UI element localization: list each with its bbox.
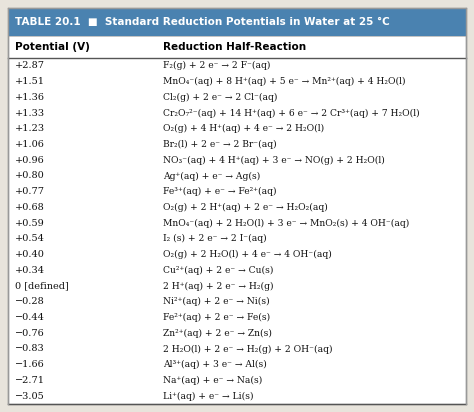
Text: +0.40: +0.40 xyxy=(15,250,45,259)
Text: MnO₄⁻(aq) + 8 H⁺(aq) + 5 e⁻ → Mn²⁺(aq) + 4 H₂O(l): MnO₄⁻(aq) + 8 H⁺(aq) + 5 e⁻ → Mn²⁺(aq) +… xyxy=(163,77,405,86)
Text: +0.68: +0.68 xyxy=(15,203,45,212)
Text: −1.66: −1.66 xyxy=(15,360,45,369)
Text: Fe²⁺(aq) + 2 e⁻ → Fe(s): Fe²⁺(aq) + 2 e⁻ → Fe(s) xyxy=(163,313,270,322)
Text: O₂(g) + 2 H⁺(aq) + 2 e⁻ → H₂O₂(aq): O₂(g) + 2 H⁺(aq) + 2 e⁻ → H₂O₂(aq) xyxy=(163,203,328,212)
Text: +1.33: +1.33 xyxy=(15,108,45,117)
Text: +2.87: +2.87 xyxy=(15,61,45,70)
Text: −0.76: −0.76 xyxy=(15,329,45,338)
Text: Li⁺(aq) + e⁻ → Li(s): Li⁺(aq) + e⁻ → Li(s) xyxy=(163,391,254,401)
Text: Cl₂(g) + 2 e⁻ → 2 Cl⁻(aq): Cl₂(g) + 2 e⁻ → 2 Cl⁻(aq) xyxy=(163,93,277,102)
Text: 2 H₂O(l) + 2 e⁻ → H₂(g) + 2 OH⁻(aq): 2 H₂O(l) + 2 e⁻ → H₂(g) + 2 OH⁻(aq) xyxy=(163,344,332,353)
Bar xyxy=(8,8,466,36)
Text: −0.83: −0.83 xyxy=(15,344,45,353)
Text: Ag⁺(aq) + e⁻ → Ag(s): Ag⁺(aq) + e⁻ → Ag(s) xyxy=(163,171,260,180)
Text: +0.34: +0.34 xyxy=(15,266,45,275)
Text: −2.71: −2.71 xyxy=(15,376,45,385)
Text: Zn²⁺(aq) + 2 e⁻ → Zn(s): Zn²⁺(aq) + 2 e⁻ → Zn(s) xyxy=(163,329,272,338)
Text: O₂(g) + 4 H⁺(aq) + 4 e⁻ → 2 H₂O(l): O₂(g) + 4 H⁺(aq) + 4 e⁻ → 2 H₂O(l) xyxy=(163,124,324,133)
Text: +0.77: +0.77 xyxy=(15,187,45,196)
Text: Reduction Half-Reaction: Reduction Half-Reaction xyxy=(163,42,306,52)
Text: MnO₄⁻(aq) + 2 H₂O(l) + 3 e⁻ → MnO₂(s) + 4 OH⁻(aq): MnO₄⁻(aq) + 2 H₂O(l) + 3 e⁻ → MnO₂(s) + … xyxy=(163,219,409,228)
Text: Br₂(l) + 2 e⁻ → 2 Br⁻(aq): Br₂(l) + 2 e⁻ → 2 Br⁻(aq) xyxy=(163,140,277,149)
Text: 0 [defined]: 0 [defined] xyxy=(15,281,69,290)
Text: +1.23: +1.23 xyxy=(15,124,45,133)
Text: I₂ (s) + 2 e⁻ → 2 I⁻(aq): I₂ (s) + 2 e⁻ → 2 I⁻(aq) xyxy=(163,234,266,243)
Text: Al³⁺(aq) + 3 e⁻ → Al(s): Al³⁺(aq) + 3 e⁻ → Al(s) xyxy=(163,360,267,369)
Text: +1.06: +1.06 xyxy=(15,140,45,149)
Text: Cu²⁺(aq) + 2 e⁻ → Cu(s): Cu²⁺(aq) + 2 e⁻ → Cu(s) xyxy=(163,266,273,275)
Text: Fe³⁺(aq) + e⁻ → Fe²⁺(aq): Fe³⁺(aq) + e⁻ → Fe²⁺(aq) xyxy=(163,187,276,196)
Text: −0.44: −0.44 xyxy=(15,313,45,322)
Text: +0.80: +0.80 xyxy=(15,171,45,180)
Text: Na⁺(aq) + e⁻ → Na(s): Na⁺(aq) + e⁻ → Na(s) xyxy=(163,376,262,385)
Text: F₂(g) + 2 e⁻ → 2 F⁻(aq): F₂(g) + 2 e⁻ → 2 F⁻(aq) xyxy=(163,61,270,70)
Text: 2 H⁺(aq) + 2 e⁻ → H₂(g): 2 H⁺(aq) + 2 e⁻ → H₂(g) xyxy=(163,281,273,290)
Text: +0.96: +0.96 xyxy=(15,156,45,165)
Text: +1.51: +1.51 xyxy=(15,77,45,86)
Text: TABLE 20.1  ■  Standard Reduction Potentials in Water at 25 °C: TABLE 20.1 ■ Standard Reduction Potentia… xyxy=(15,17,390,27)
Text: +0.59: +0.59 xyxy=(15,219,45,228)
Text: −0.28: −0.28 xyxy=(15,297,45,306)
Text: O₂(g) + 2 H₂O(l) + 4 e⁻ → 4 OH⁻(aq): O₂(g) + 2 H₂O(l) + 4 e⁻ → 4 OH⁻(aq) xyxy=(163,250,332,259)
Text: +0.54: +0.54 xyxy=(15,234,45,243)
Text: Potential (V): Potential (V) xyxy=(15,42,90,52)
Text: NO₃⁻(aq) + 4 H⁺(aq) + 3 e⁻ → NO(g) + 2 H₂O(l): NO₃⁻(aq) + 4 H⁺(aq) + 3 e⁻ → NO(g) + 2 H… xyxy=(163,156,385,165)
Text: +1.36: +1.36 xyxy=(15,93,45,102)
Text: Ni²⁺(aq) + 2 e⁻ → Ni(s): Ni²⁺(aq) + 2 e⁻ → Ni(s) xyxy=(163,297,270,307)
Text: −3.05: −3.05 xyxy=(15,392,45,400)
Text: Cr₂O₇²⁻(aq) + 14 H⁺(aq) + 6 e⁻ → 2 Cr³⁺(aq) + 7 H₂O(l): Cr₂O₇²⁻(aq) + 14 H⁺(aq) + 6 e⁻ → 2 Cr³⁺(… xyxy=(163,108,419,117)
